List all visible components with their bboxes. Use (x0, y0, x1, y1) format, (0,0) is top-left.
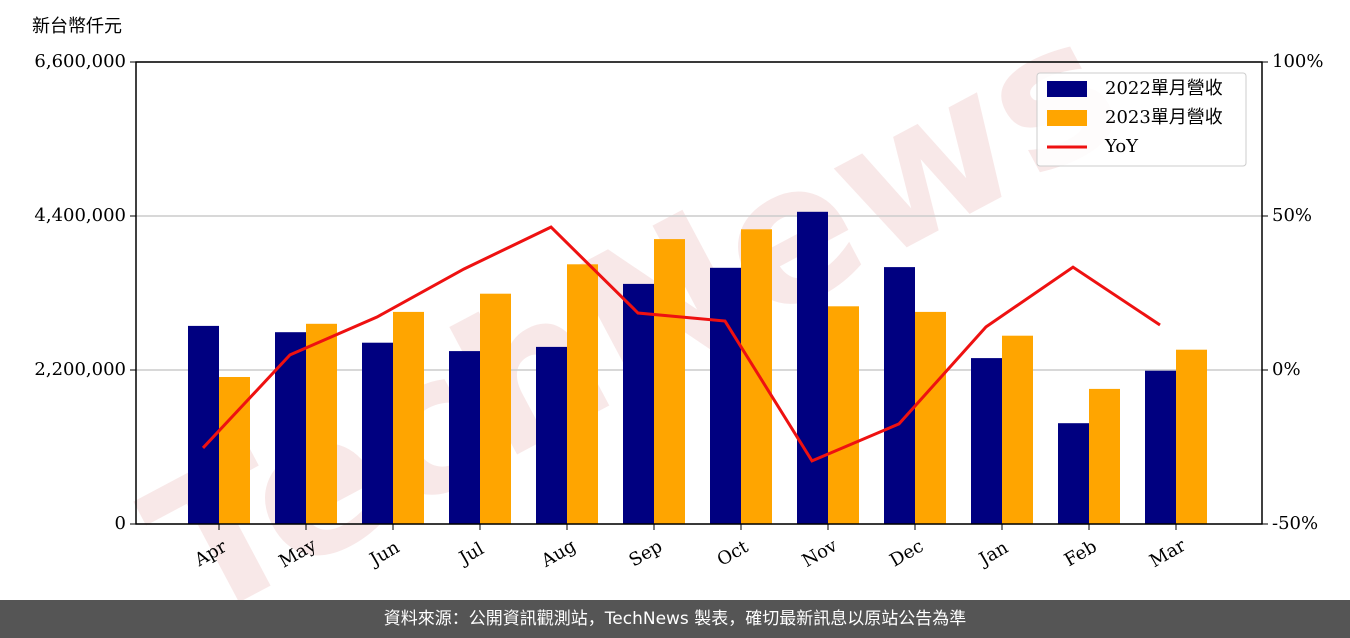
bar (536, 346, 567, 524)
bar (971, 358, 1002, 524)
bar (654, 239, 685, 524)
bar (1089, 388, 1120, 524)
x-tick-label: Jan (974, 537, 1012, 571)
x-tick-label: Nov (799, 535, 842, 572)
chart: 新台幣仟元 TechNews 02,200,0004,400,0006,600,… (32, 0, 1323, 600)
legend-label: YoY (1104, 136, 1139, 157)
bar (362, 342, 393, 524)
y2-tick-label: -50% (1272, 513, 1318, 534)
legend-swatch (1047, 110, 1087, 126)
bar (741, 229, 772, 525)
bar (219, 377, 250, 524)
y-axis-unit: 新台幣仟元 (32, 16, 122, 37)
bar (188, 325, 219, 524)
bar (884, 267, 915, 524)
y-tick-label: 2,200,000 (34, 359, 126, 380)
bar (1002, 335, 1033, 524)
x-tick-label: Feb (1061, 536, 1101, 571)
line (201, 225, 1161, 463)
legend-swatch (1047, 81, 1087, 97)
plot-frame (135, 61, 1263, 525)
bar (275, 332, 306, 524)
bar (567, 264, 598, 524)
y2-tick-label: 100% (1272, 51, 1323, 72)
legend-label: 2022單月營收 (1105, 78, 1223, 99)
bar (915, 311, 946, 524)
x-tick-label: Jul (454, 538, 488, 570)
x-tick-label: Dec (886, 536, 927, 572)
x-tick-label: Oct (714, 536, 753, 571)
bar (828, 306, 859, 524)
y-tick-label: 6,600,000 (34, 51, 126, 72)
y2-tick-label: 50% (1272, 205, 1312, 226)
x-tick-label: Aug (537, 535, 580, 572)
bar (306, 323, 337, 524)
bar (1145, 370, 1176, 524)
bar (1058, 423, 1089, 524)
y-tick-label: 0 (115, 513, 126, 534)
source-note: 資料來源：公開資訊觀測站，TechNews 製表，確切最新訊息以原站公告為準 (0, 600, 1350, 638)
bar (393, 311, 424, 524)
bar (710, 267, 741, 524)
x-tick-label: Sep (626, 536, 666, 571)
legend-label: 2023單月營收 (1105, 107, 1223, 128)
bar (797, 211, 828, 525)
y-tick-label: 4,400,000 (34, 205, 126, 226)
bar (623, 283, 654, 524)
bar (449, 351, 480, 524)
y2-tick-label: 0% (1272, 359, 1301, 380)
x-tick-label: Mar (1146, 535, 1190, 572)
legend-box (1036, 72, 1247, 167)
bar (480, 293, 511, 524)
bar (1176, 349, 1207, 524)
